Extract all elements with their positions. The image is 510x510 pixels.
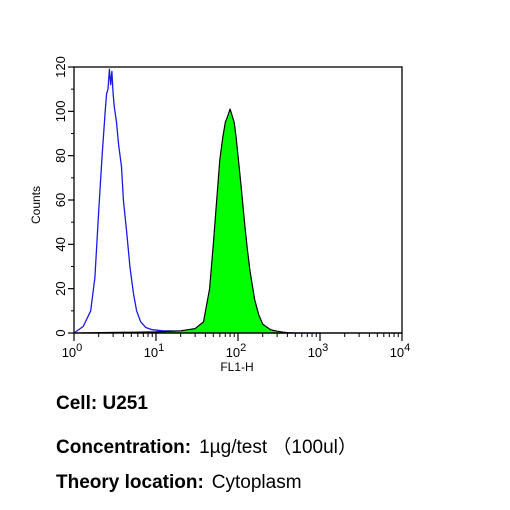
cell-label: Cell: <box>56 393 98 414</box>
y-tick-label: 60 <box>53 193 68 207</box>
caption-cell: Cell: U251 <box>56 393 148 415</box>
y-tick-label: 0 <box>53 329 68 336</box>
caption-concentration: Concentration: 1µg/test （100ul） <box>56 432 357 459</box>
axes: 0 20 40 60 80 100 120 100 101 102 103 104 FL1-H Count… <box>29 56 410 374</box>
histogram-chart: 0 20 40 60 80 100 120 100 101 102 103 104 FL1-H Count… <box>29 56 410 374</box>
location-value: Cytoplasm <box>211 472 302 493</box>
x-tick-label: 102 <box>226 342 247 360</box>
y-axis-label: Counts <box>29 186 43 224</box>
y-tick-label: 20 <box>53 281 68 295</box>
concentration-label: Concentration: <box>56 437 192 458</box>
x-tick-label: 104 <box>390 342 411 360</box>
location-label: Theory location: <box>56 472 204 493</box>
series-outline-histogram <box>73 68 320 334</box>
concentration-value: 1µg/test （100ul） <box>199 437 357 458</box>
x-axis-label: FL1-H <box>220 360 253 374</box>
x-tick-label: 100 <box>62 342 83 360</box>
caption-location: Theory location: Cytoplasm <box>56 472 302 494</box>
y-tick-label: 80 <box>53 148 68 162</box>
x-tick-label: 103 <box>308 342 329 360</box>
plot-area <box>73 68 403 334</box>
cell-value: U251 <box>102 393 148 414</box>
y-tick-label: 40 <box>53 237 68 251</box>
y-tick-label: 120 <box>53 56 68 78</box>
y-tick-label: 100 <box>53 100 68 122</box>
series-filled-histogram <box>73 108 403 334</box>
x-tick-label: 101 <box>144 342 165 360</box>
